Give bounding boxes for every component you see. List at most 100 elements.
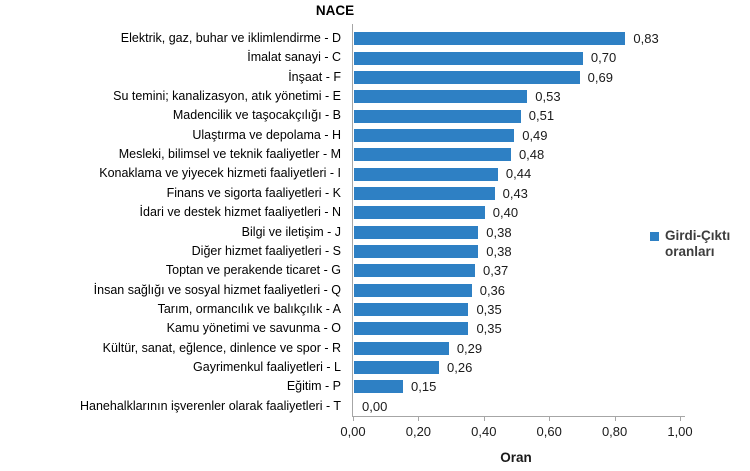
x-tick-label: 0,60 <box>536 424 562 439</box>
category-label: Kültür, sanat, eğlence, dinlence ve spor… <box>102 340 341 355</box>
bar-row: Konaklama ve yiyecek hizmeti faaliyetler… <box>0 164 750 183</box>
value-label: 0,51 <box>528 108 555 124</box>
value-label: 0,00 <box>362 398 388 414</box>
x-tick-mark <box>549 416 551 421</box>
bar-row: Gayrimenkul faaliyetleri - L 0,26 <box>0 358 750 377</box>
bar-row: Madencilik ve taşocakçılığı - B 0,51 <box>0 106 750 125</box>
value-label: 0,37 <box>482 263 509 279</box>
bar-row: Tarım, ormancılık ve balıkçılık - A 0,35 <box>0 300 750 319</box>
category-label: İdari ve destek hizmet faaliyetleri - N <box>139 205 341 220</box>
category-label: Finans ve sigorta faaliyetleri - K <box>166 185 341 200</box>
bar-row: Mesleki, bilimsel ve teknik faaliyetler … <box>0 145 750 164</box>
x-tick-mark <box>353 416 354 421</box>
bar <box>354 361 440 375</box>
bar <box>354 264 475 278</box>
bar-row: Eğitim - P 0,15 <box>0 377 750 396</box>
x-axis-title: Oran <box>500 450 532 465</box>
bar <box>354 128 515 142</box>
legend-swatch-icon <box>650 232 659 241</box>
bar <box>354 167 498 181</box>
bar <box>354 148 511 162</box>
value-label: 0,83 <box>633 31 659 46</box>
bar-row: Diğer hizmet faaliyetleri - S 0,38 <box>0 242 750 261</box>
category-label: Madencilik ve taşocakçılığı - B <box>172 108 341 123</box>
bar <box>354 225 479 239</box>
bar <box>354 283 472 297</box>
x-tick-label: 0,20 <box>405 424 432 439</box>
bar <box>354 322 469 336</box>
bar-row: İnsan sağlığı ve sosyal hizmet faaliyetl… <box>0 281 750 300</box>
y-axis-line <box>352 24 353 416</box>
category-label: Tarım, ormancılık ve balıkçılık - A <box>157 301 341 316</box>
value-label: 0,53 <box>535 89 561 105</box>
x-axis-line <box>352 416 685 417</box>
chart-title: NACE <box>315 3 355 18</box>
category-label: Diğer hizmet faaliyetleri - S <box>191 243 341 258</box>
category-label: Elektrik, gaz, buhar ve iklimlendirme - … <box>120 31 341 45</box>
bar <box>354 70 580 84</box>
bar-row: Su temini; kanalizasyon, atık yönetimi -… <box>0 87 750 106</box>
legend-label: Girdi-Çıktı oranları <box>665 228 730 260</box>
value-label: 0,35 <box>476 321 502 337</box>
x-tick-label: 0,00 <box>340 424 366 439</box>
category-label: Bilgi ve iletişim - J <box>241 224 341 239</box>
bar-row: Finans ve sigorta faaliyetleri - K 0,43 <box>0 184 750 203</box>
bar <box>354 245 479 259</box>
category-label: Mesleki, bilimsel ve teknik faaliyetler … <box>118 147 341 162</box>
value-label: 0,44 <box>505 166 532 182</box>
bar-row: Bilgi ve iletişim - J 0,38 <box>0 223 750 242</box>
category-label: İmalat sanayi - C <box>247 50 341 65</box>
x-tick-label: 0,80 <box>601 424 628 439</box>
bar <box>354 90 528 104</box>
bar <box>354 109 521 123</box>
value-label: 0,38 <box>486 224 512 240</box>
x-tick-label: 1,00 <box>667 424 693 439</box>
value-label: 0,69 <box>587 69 613 85</box>
category-label: Su temini; kanalizasyon, atık yönetimi -… <box>113 89 341 104</box>
bar-row: Elektrik, gaz, buhar ve iklimlendirme - … <box>0 29 750 48</box>
bar <box>354 186 495 200</box>
bar-row: İdari ve destek hizmet faaliyetleri - N … <box>0 203 750 222</box>
category-label: Eğitim - P <box>286 379 341 394</box>
value-label: 0,70 <box>590 50 617 66</box>
category-label: İnsan sağlığı ve sosyal hizmet faaliyetl… <box>93 282 341 297</box>
bar <box>354 341 449 355</box>
x-tick-mark <box>614 416 616 421</box>
legend-label-line2: oranları <box>665 244 715 259</box>
category-label: Kamu yönetimi ve savunma - O <box>166 321 341 336</box>
value-label: 0,29 <box>456 340 483 356</box>
value-label: 0,38 <box>486 243 512 259</box>
bar-row: İnşaat - F 0,69 <box>0 68 750 87</box>
x-tick-mark <box>483 416 485 421</box>
value-label: 0,36 <box>479 282 506 298</box>
value-label: 0,15 <box>411 379 437 395</box>
bar-row: Kamu yönetimi ve savunma - O 0,35 <box>0 319 750 338</box>
value-label: 0,49 <box>522 127 548 143</box>
bar <box>354 206 485 220</box>
value-label: 0,35 <box>476 301 502 317</box>
bar-row: Kültür, sanat, eğlence, dinlence ve spor… <box>0 339 750 358</box>
bar <box>354 380 404 394</box>
value-label: 0,43 <box>502 185 528 201</box>
category-label: Ulaştırma ve depolama - H <box>192 127 341 142</box>
legend-label-line1: Girdi-Çıktı <box>665 228 731 243</box>
legend: Girdi-Çıktı oranları <box>650 228 730 260</box>
x-tick-label: 0,40 <box>471 424 497 439</box>
x-tick-mark <box>418 416 420 421</box>
value-label: 0,26 <box>447 359 473 375</box>
bar <box>354 303 469 317</box>
x-tick-mark <box>680 416 681 421</box>
bar-row: Toptan ve perakende ticaret - G 0,37 <box>0 261 750 280</box>
bar-row: İmalat sanayi - C 0,70 <box>0 48 750 67</box>
category-label: Hanehalklarının işverenler olarak faaliy… <box>80 398 341 413</box>
value-label: 0,40 <box>492 205 519 221</box>
category-label: Konaklama ve yiyecek hizmeti faaliyetler… <box>99 166 341 181</box>
bar-row: Ulaştırma ve depolama - H 0,49 <box>0 126 750 145</box>
bar-row: Hanehalklarının işverenler olarak faaliy… <box>0 397 750 416</box>
value-label: 0,48 <box>518 147 545 163</box>
category-label: Gayrimenkul faaliyetleri - L <box>193 359 341 374</box>
bar <box>354 32 626 46</box>
category-label: Toptan ve perakende ticaret - G <box>165 263 341 278</box>
category-label: İnşaat - F <box>288 69 341 84</box>
